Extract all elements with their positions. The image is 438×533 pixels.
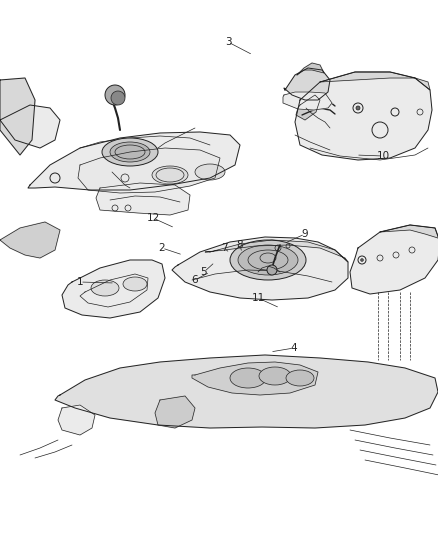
Polygon shape — [283, 92, 331, 110]
Ellipse shape — [102, 138, 158, 166]
Polygon shape — [58, 405, 95, 435]
Text: 3: 3 — [224, 37, 231, 47]
Text: 5: 5 — [200, 267, 207, 277]
Polygon shape — [205, 240, 347, 262]
Circle shape — [266, 265, 276, 275]
Text: 11: 11 — [251, 293, 264, 303]
Polygon shape — [78, 148, 219, 193]
Polygon shape — [319, 72, 429, 90]
Polygon shape — [55, 355, 437, 428]
Ellipse shape — [110, 142, 150, 162]
Ellipse shape — [285, 370, 313, 386]
Text: 6: 6 — [191, 275, 198, 285]
Ellipse shape — [258, 367, 290, 385]
Circle shape — [355, 106, 359, 110]
Polygon shape — [0, 222, 60, 258]
Text: 8: 8 — [236, 240, 243, 250]
Polygon shape — [191, 362, 317, 395]
Ellipse shape — [230, 240, 305, 280]
Polygon shape — [297, 63, 323, 75]
Polygon shape — [0, 105, 60, 148]
Text: 7: 7 — [220, 243, 227, 253]
Ellipse shape — [194, 164, 225, 180]
Polygon shape — [96, 183, 190, 215]
Text: 9: 9 — [301, 229, 307, 239]
Circle shape — [111, 91, 125, 105]
Ellipse shape — [230, 368, 265, 388]
Circle shape — [360, 259, 363, 262]
Polygon shape — [283, 68, 329, 100]
Text: 2: 2 — [158, 243, 165, 253]
Polygon shape — [349, 225, 438, 294]
Text: 1: 1 — [77, 277, 83, 287]
Polygon shape — [172, 237, 347, 300]
Ellipse shape — [91, 280, 119, 296]
Polygon shape — [62, 260, 165, 318]
Ellipse shape — [237, 245, 297, 275]
Polygon shape — [155, 396, 194, 428]
Polygon shape — [294, 72, 431, 160]
Text: 12: 12 — [146, 213, 159, 223]
Text: 10: 10 — [375, 151, 389, 161]
Polygon shape — [28, 132, 240, 190]
Polygon shape — [295, 95, 319, 120]
Ellipse shape — [152, 166, 187, 184]
Text: 4: 4 — [290, 343, 297, 353]
Polygon shape — [379, 225, 438, 242]
Circle shape — [105, 85, 125, 105]
Ellipse shape — [123, 277, 147, 291]
Polygon shape — [0, 78, 35, 155]
